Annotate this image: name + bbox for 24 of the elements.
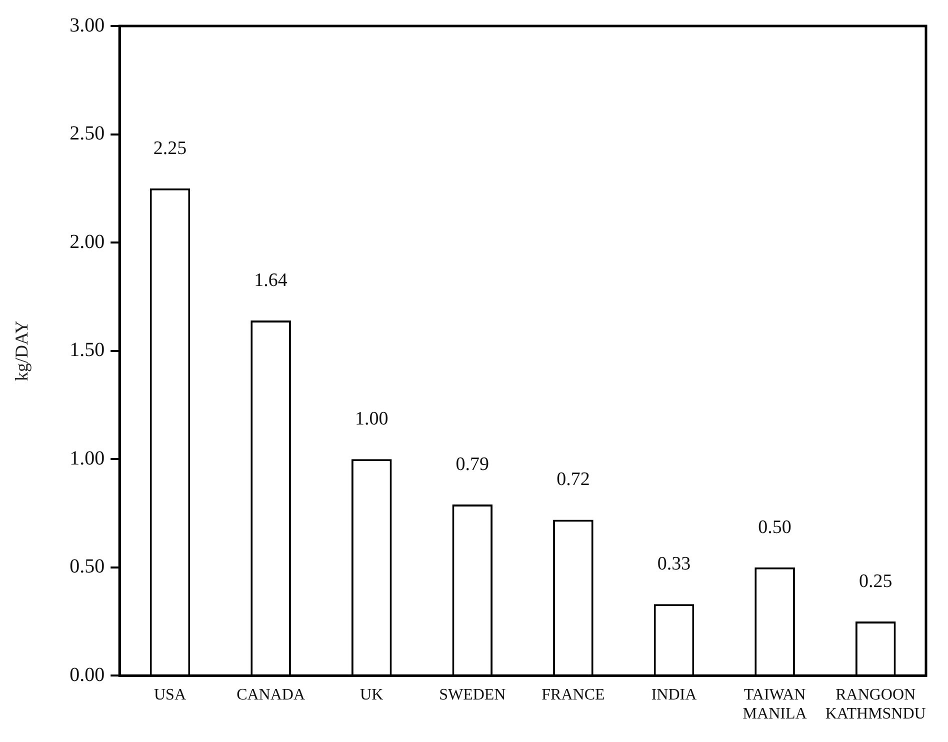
y-tick-label: 2.50 <box>70 122 105 145</box>
x-tick-label: TAIWAN MANILA <box>742 686 808 723</box>
data-label: 0.33 <box>657 554 691 575</box>
x-tick-label: RANGOON KATHMSNDU <box>825 686 926 723</box>
data-label: 0.72 <box>556 469 590 490</box>
y-tick-label: 1.00 <box>70 447 105 470</box>
data-label: 0.25 <box>858 570 892 592</box>
y-tick-label: 3.00 <box>70 14 105 36</box>
y-tick-label: 2.00 <box>70 230 105 253</box>
y-tick-label: 0.50 <box>70 556 105 578</box>
data-label: 2.25 <box>153 138 187 159</box>
x-tick-label: USA <box>154 686 186 704</box>
data-label: 0.50 <box>758 516 792 538</box>
y-axis-title: kg/DAY <box>12 320 32 381</box>
x-tick-label: SWEDEN <box>439 686 506 704</box>
y-tick-label: 0.00 <box>70 664 105 686</box>
x-tick-label: FRANCE <box>542 686 605 704</box>
data-label: 0.79 <box>456 454 490 476</box>
x-tick-label: INDIA <box>651 686 698 704</box>
x-tick-label: UK <box>360 686 384 704</box>
x-tick-label: CANADA <box>236 686 306 704</box>
data-label: 1.00 <box>354 408 388 430</box>
data-label: 1.64 <box>254 270 288 291</box>
y-tick-label: 1.50 <box>70 339 105 362</box>
